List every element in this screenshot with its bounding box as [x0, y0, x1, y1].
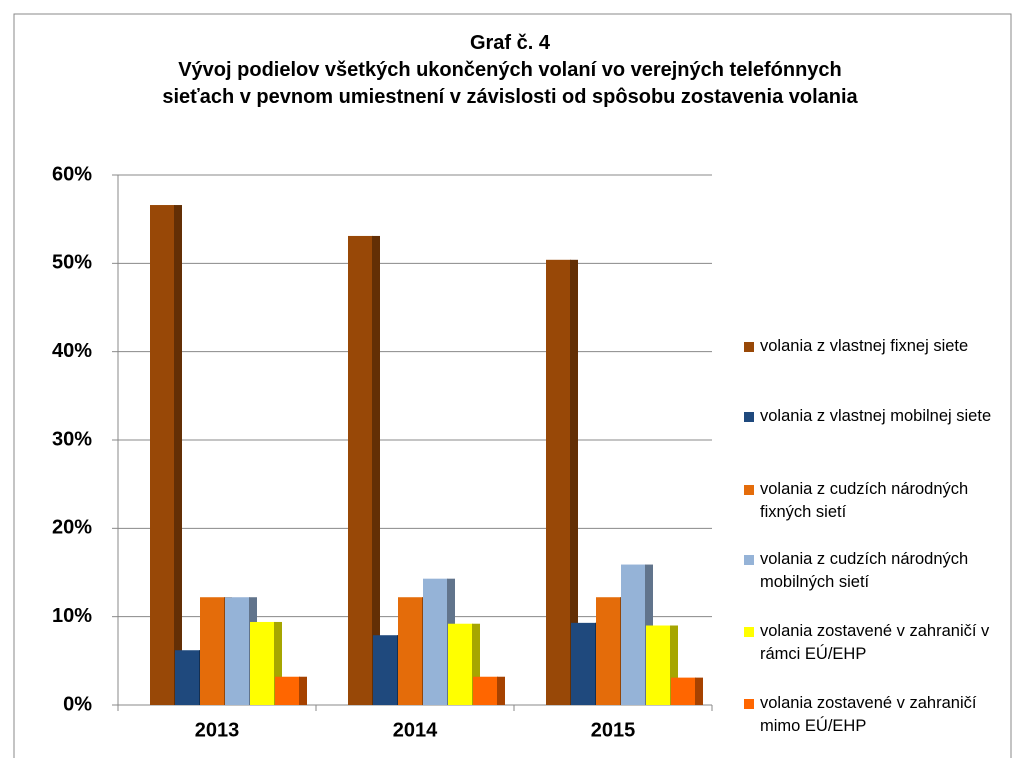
chart-subtitle: Vývoj podielov všetkých ukončených volan…: [162, 59, 858, 108]
bar: [448, 623, 473, 705]
bar: [398, 597, 423, 705]
legend-swatch: [744, 627, 754, 637]
legend-label: volania zostavené v zahraničí v rámci EÚ…: [760, 622, 990, 663]
y-tick-label: 10%: [52, 605, 92, 627]
y-tick-label: 20%: [52, 517, 92, 539]
bar: [571, 622, 596, 705]
legend-swatch: [744, 412, 754, 422]
bar: [473, 676, 498, 705]
legend-label: volania z vlastnej fixnej siete: [760, 337, 969, 355]
bar: [275, 676, 300, 705]
bar: [596, 597, 621, 705]
bar-side: [670, 625, 678, 705]
bar: [200, 597, 225, 705]
legend-label: volania zostavené v zahraničí mimo EÚ/EH…: [760, 694, 977, 735]
bar: [348, 235, 373, 705]
y-tick-label: 0%: [63, 693, 92, 715]
chart-border: [13, 13, 1012, 758]
legend-swatch: [744, 342, 754, 352]
bar-side: [174, 205, 182, 706]
y-tick-label: 60%: [52, 163, 92, 185]
legend-swatch: [744, 555, 754, 565]
legend-label: volania z vlastnej mobilnej siete: [760, 407, 992, 425]
bar-side: [472, 623, 480, 705]
legend-label: volania z cudzích národných mobilných si…: [760, 550, 969, 591]
x-tick-label: 2014: [393, 719, 438, 741]
chart-title: Graf č. 4: [469, 32, 551, 54]
bar: [671, 677, 696, 705]
bar-side: [299, 676, 307, 705]
bar: [423, 578, 448, 705]
bar-side: [497, 676, 505, 705]
bar: [150, 205, 175, 706]
bar: [250, 621, 275, 705]
bar: [373, 635, 398, 705]
bar-side: [274, 621, 282, 705]
bar-side: [570, 259, 578, 705]
bar: [646, 625, 671, 705]
x-tick-label: 2015: [591, 719, 636, 741]
y-tick-label: 50%: [52, 252, 92, 274]
legend-swatch: [744, 699, 754, 709]
bar: [546, 259, 571, 705]
bar: [225, 597, 250, 705]
bar: [621, 564, 646, 705]
bar-side: [372, 235, 380, 705]
y-tick-label: 40%: [52, 340, 92, 362]
legend-swatch: [744, 485, 754, 495]
bar: [175, 650, 200, 705]
y-tick-label: 30%: [52, 428, 92, 450]
legend-label: volania z cudzích národných fixných siet…: [760, 480, 969, 521]
x-tick-label: 2013: [195, 719, 240, 741]
bar-side: [695, 677, 703, 705]
